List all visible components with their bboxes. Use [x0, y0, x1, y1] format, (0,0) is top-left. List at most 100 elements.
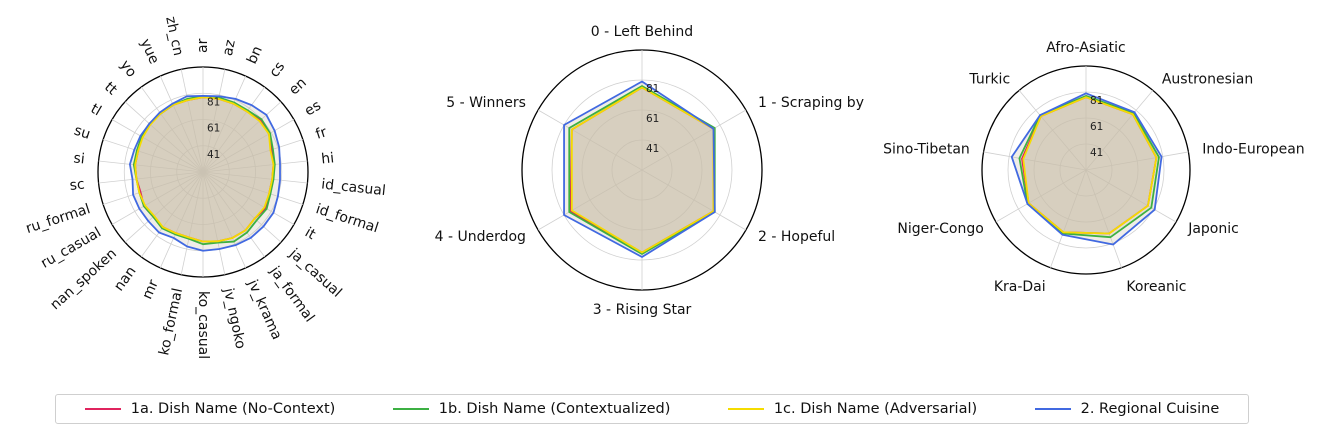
radar-spoke — [1085, 169, 1122, 268]
radar-spoke — [140, 171, 204, 258]
axis-label-it: it — [302, 225, 319, 244]
radar-tick-label: 81 — [646, 83, 659, 95]
radar-spoke — [103, 139, 204, 173]
radar-spoke — [202, 171, 247, 269]
chart-language-families: 41 61 81 Afro-Asiatic Austronesian Indo-Europ… — [883, 40, 1305, 295]
axis-label-mr: mr — [139, 277, 162, 301]
radar-spoke — [202, 69, 226, 173]
radar-spoke — [202, 101, 282, 173]
radar-spoke — [202, 75, 247, 173]
radar-spoke — [537, 109, 643, 171]
series-line-1c-dish-name-adversarial — [134, 96, 275, 243]
legend-swatch-contextualized — [392, 407, 429, 411]
axis-label-az: az — [220, 38, 239, 57]
radar-spoke — [180, 69, 204, 173]
legend-item-adversarial: 1c. Dish Name (Adversarial) — [727, 401, 977, 417]
radar-spoke — [1085, 169, 1177, 223]
series-area-1c-dish-name-adversarial — [135, 97, 274, 242]
radar-spoke — [202, 119, 295, 173]
axis-label-kra-dai: Kra-Dai — [994, 279, 1046, 295]
radar-spoke — [111, 171, 204, 225]
axis-label-ar: ar — [195, 38, 211, 53]
axis-label-tt: tt — [101, 79, 120, 99]
axis-label-niger-congo: Niger-Congo — [897, 221, 983, 237]
series-area-2-regional-cuisine — [129, 95, 281, 251]
radar-spoke — [202, 171, 226, 275]
axis-label-afro-asiatic: Afro-Asiatic — [1046, 40, 1125, 56]
axis-label-es: es — [302, 98, 324, 120]
radar-spoke — [180, 171, 204, 275]
series-line-2-regional-cuisine — [563, 80, 716, 258]
radar-spoke — [202, 160, 308, 173]
radar-spoke — [124, 171, 204, 243]
legend-item-contextualized: 1b. Dish Name (Contextualized) — [392, 401, 671, 417]
axis-label-en: en — [286, 75, 310, 99]
series-line-1b-dish-name-contextualized — [132, 94, 276, 246]
radar-spoke — [537, 169, 643, 231]
radar-spoke — [202, 171, 266, 258]
radar-spoke — [159, 75, 204, 173]
radar-spoke — [202, 139, 303, 173]
axis-label-3-rising-star: 3 - Rising Star — [593, 302, 692, 318]
series-line-1c-dish-name-adversarial — [1022, 96, 1158, 235]
radar-spoke — [1085, 151, 1189, 171]
radar-spoke — [1085, 90, 1154, 171]
legend-label-no-context: 1a. Dish Name (No-Context) — [130, 401, 336, 417]
radar-spoke — [124, 101, 204, 173]
radar-spoke — [140, 86, 204, 173]
radar-spoke — [1050, 169, 1087, 268]
series-line-2-regional-cuisine — [1010, 92, 1163, 246]
legend-item-regional-cuisine: 2. Regional Cuisine — [1034, 401, 1219, 417]
series-area-1a-dish-name-no-context — [1021, 97, 1157, 234]
axis-label-tl: tl — [88, 101, 104, 120]
axis-label-id-casual: id_casual — [321, 176, 387, 199]
axis-label-turkic: Turkic — [968, 72, 1010, 88]
series-area-1b-dish-name-contextualized — [1019, 95, 1159, 238]
axis-label-fr: fr — [314, 124, 329, 143]
radar-tick-label: 61 — [1090, 121, 1103, 133]
legend-label-contextualized: 1b. Dish Name (Contextualized) — [438, 401, 671, 417]
radar-tick-label: 41 — [646, 143, 659, 155]
series-area-1a-dish-name-no-context — [135, 97, 274, 242]
radar-spoke — [641, 109, 747, 171]
radar-spoke — [202, 171, 303, 205]
radar-tick-label: 61 — [207, 123, 220, 135]
series-area-2-regional-cuisine — [1011, 93, 1162, 245]
series-area-1c-dish-name-adversarial — [1023, 97, 1157, 234]
axis-label-4-underdog: 4 - Underdog — [435, 229, 526, 245]
series-line-2-regional-cuisine — [129, 94, 281, 252]
series-line-1b-dish-name-contextualized — [1018, 95, 1160, 239]
axis-label-bn: bn — [244, 44, 266, 67]
chart-tiers: 41 61 81 0 - Left Behind 1 - Scraping by 2 - … — [435, 24, 864, 318]
axis-label-japonic: Japonic — [1187, 221, 1239, 237]
radar-tick-label: 81 — [207, 96, 220, 108]
axis-label-nan: nan — [111, 264, 139, 295]
axis-label-indo-european: Indo-European — [1202, 142, 1304, 158]
series-area-1b-dish-name-contextualized — [569, 86, 715, 254]
series-area-1a-dish-name-no-context — [570, 87, 714, 253]
axis-label-cs: cs — [266, 59, 288, 81]
radar-spoke — [202, 86, 266, 173]
axis-label-1-scraping-by: 1 - Scraping by — [758, 95, 864, 111]
legend-swatch-no-context — [84, 407, 121, 411]
axis-label-2-hopeful: 2 - Hopeful — [758, 229, 835, 245]
radar-spoke — [995, 169, 1087, 223]
axis-label-ko-casual: ko_casual — [195, 291, 211, 359]
radar-spoke — [98, 160, 204, 173]
radar-spoke — [1018, 90, 1087, 171]
legend-swatch-regional-cuisine — [1034, 407, 1071, 411]
chart-legend: 1a. Dish Name (No-Context) 1b. Dish Name… — [55, 394, 1249, 424]
axis-label-koreanic: Koreanic — [1126, 279, 1186, 295]
radar-spoke — [202, 171, 295, 225]
axis-label-si: si — [73, 150, 86, 167]
axis-label-zh-cn: zh_cn — [162, 15, 186, 57]
radar-spoke — [103, 171, 204, 205]
axis-label-yue: yue — [137, 36, 162, 66]
radar-spoke — [111, 119, 204, 173]
radar-tick-label: 41 — [1090, 147, 1103, 159]
axis-label-austronesian: Austronesian — [1162, 72, 1253, 88]
radar-spoke — [983, 151, 1087, 171]
axis-label-sino-tibetan: Sino-Tibetan — [883, 142, 970, 158]
